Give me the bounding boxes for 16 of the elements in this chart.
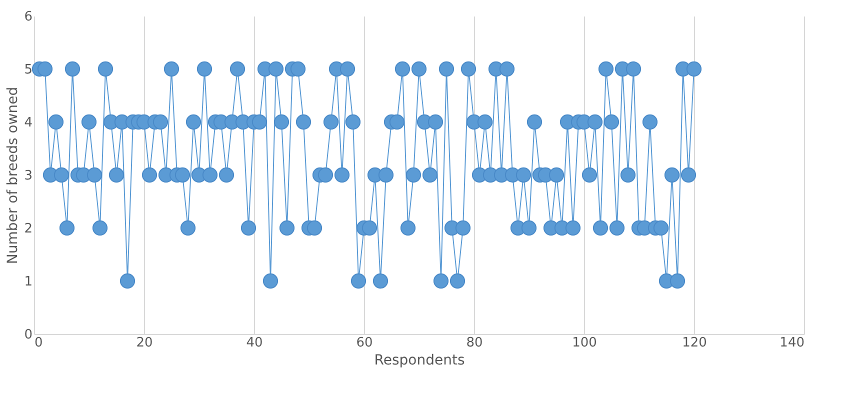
x-tick-label: 80 [466,336,483,350]
x-tick-label: 40 [246,336,263,350]
y-tick-label: 3 [24,168,32,184]
x-axis-title: Respondents [374,352,465,368]
x-tick-label: 60 [356,336,373,350]
x-tick-label: 100 [572,336,597,350]
x-tick-label: 0 [34,336,43,350]
y-tick-label: 6 [24,10,32,24]
y-tick-label: 1 [24,274,32,290]
x-tick-label: 20 [136,336,153,350]
y-tick-label: 5 [24,62,32,78]
x-tick-label: 120 [682,336,707,350]
y-tick-label: 2 [24,222,32,236]
y-axis-title: Number of breeds owned [5,86,22,264]
x-tick-label: 140 [780,336,804,350]
y-tick-label: 4 [24,116,32,130]
